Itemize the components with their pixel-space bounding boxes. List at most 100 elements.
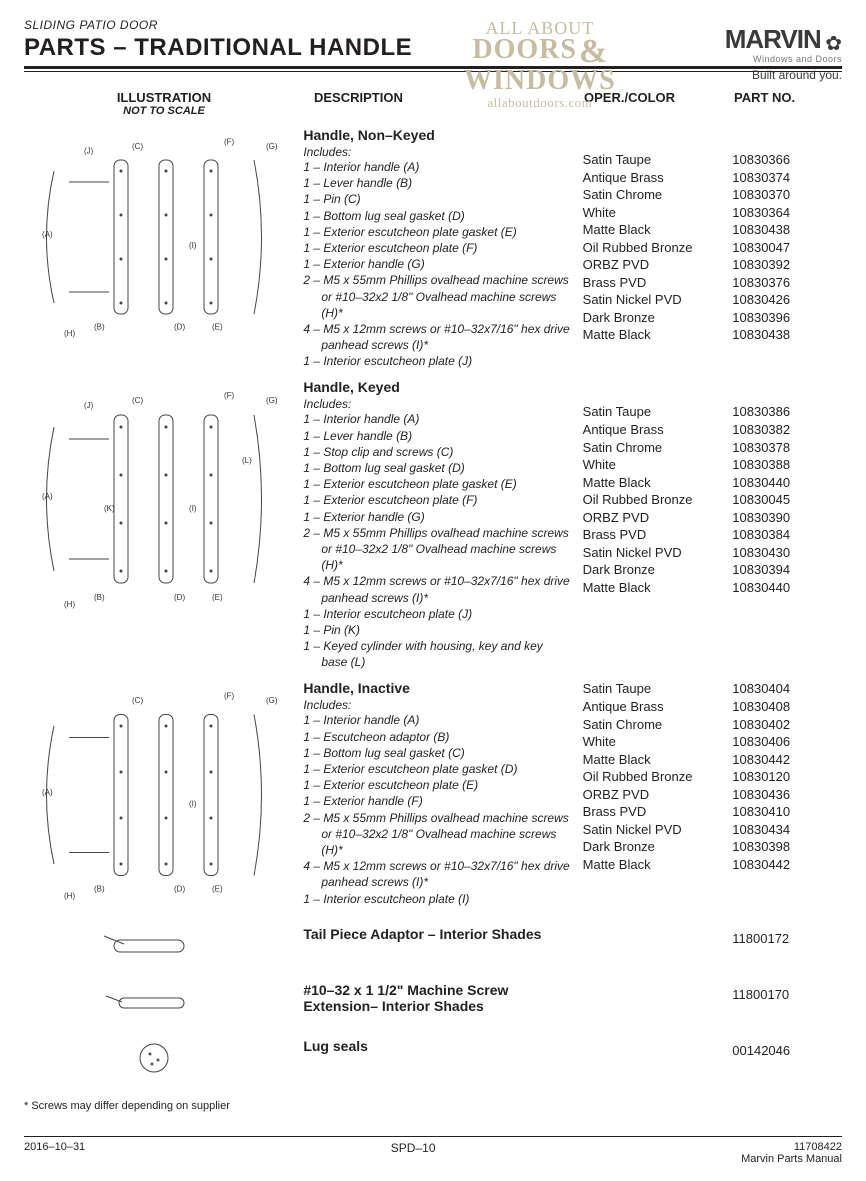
part-number: 10830386 (732, 403, 842, 421)
description-column: Lug seals (303, 1038, 582, 1078)
includes-item: 2 – M5 x 55mm Phillips ovalhead machine … (303, 810, 570, 859)
svg-text:(K): (K) (104, 504, 115, 513)
footer-manual: Marvin Parts Manual (741, 1153, 842, 1165)
oper-value: Satin Nickel PVD (583, 291, 733, 309)
footnote: * Screws may differ depending on supplie… (24, 1100, 842, 1112)
includes-item: 1 – Bottom lug seal gasket (D) (303, 460, 570, 476)
illustration-diagram: (A)(B)(C)(D)(E)(F)(G)(H)(I) (24, 680, 284, 910)
includes-item: 2 – M5 x 55mm Phillips ovalhead machine … (303, 525, 570, 574)
includes-item: 1 – Keyed cylinder with housing, key and… (303, 638, 570, 670)
includes-item: 1 – Exterior escutcheon plate (F) (303, 492, 570, 508)
svg-text:(F): (F) (224, 138, 235, 147)
part-number: 10830436 (732, 786, 842, 804)
description-column: Tail Piece Adaptor – Interior Shades (303, 926, 582, 966)
footer-date: 2016–10–31 (24, 1141, 85, 1165)
part-number: 10830402 (732, 716, 842, 734)
section-title: Tail Piece Adaptor – Interior Shades (303, 926, 570, 942)
section-subtitle: Includes: (303, 698, 570, 712)
part-number: 11800172 (732, 930, 842, 948)
part-number: 10830404 (732, 680, 842, 698)
section-title: Handle, Inactive (303, 680, 570, 696)
illustration-diagram (24, 982, 284, 1022)
part-column: 00142046 (732, 1038, 842, 1078)
part-number: 10830440 (732, 579, 842, 597)
doc-line: SLIDING PATIO DOOR (24, 18, 842, 32)
illustration-diagram (24, 926, 284, 966)
illustration-column (24, 1038, 303, 1078)
includes-item: 4 – M5 x 12mm screws or #10–32x7/16" hex… (303, 858, 570, 890)
includes-item: 1 – Interior escutcheon plate (I) (303, 891, 570, 907)
part-number: 10830408 (732, 698, 842, 716)
brand-flower-icon: ✿ (825, 31, 842, 56)
svg-text:(C): (C) (132, 142, 143, 151)
oper-value: Brass PVD (583, 274, 733, 292)
svg-text:(E): (E) (212, 885, 223, 894)
svg-text:(L): (L) (242, 456, 252, 465)
description-column: #10–32 x 1 1/2" Machine Screw Extension–… (303, 982, 582, 1022)
includes-item: 1 – Exterior handle (G) (303, 256, 570, 272)
part-number: 10830366 (732, 151, 842, 169)
oper-column (583, 1038, 733, 1078)
svg-text:(I): (I) (189, 800, 197, 809)
part-number: 10830406 (732, 733, 842, 751)
part-column: 11800170 (732, 982, 842, 1022)
parts-section: (A)(B)(C)(D)(E)(F)(G)(H)(I)Handle, Inact… (24, 680, 842, 910)
svg-text:(G): (G) (266, 696, 278, 705)
watermark-line3: WINDOWS (464, 68, 616, 93)
includes-item: 1 – Exterior escutcheon plate gasket (E) (303, 224, 570, 240)
oper-value: Oil Rubbed Bronze (583, 768, 733, 786)
part-number: 10830390 (732, 509, 842, 527)
oper-column (583, 926, 733, 966)
oper-column (583, 982, 733, 1022)
oper-value: Matte Black (583, 474, 733, 492)
section-title: Handle, Non–Keyed (303, 127, 570, 143)
oper-value: Antique Brass (583, 421, 733, 439)
part-number: 10830410 (732, 803, 842, 821)
simple-section: Tail Piece Adaptor – Interior Shades 1180… (24, 926, 842, 966)
brand-block: MARVIN ✿ Windows and Doors Built around … (725, 24, 842, 82)
oper-value: ORBZ PVD (583, 509, 733, 527)
svg-text:(B): (B) (94, 322, 105, 331)
diagram-svg: (A)(B)(C)(D)(E)(F)(G)(H)(I)(J) (24, 127, 284, 347)
oper-value: White (583, 733, 733, 751)
illustration-diagram: (A)(B)(C)(D)(E)(F)(G)(H)(I)(J)(K)(L) (24, 379, 284, 619)
includes-item: 1 – Interior handle (A) (303, 159, 570, 175)
includes-item: 4 – M5 x 12mm screws or #10–32x7/16" hex… (303, 321, 570, 353)
part-number: 11800170 (732, 986, 842, 1004)
includes-item: 1 – Exterior escutcheon plate gasket (E) (303, 476, 570, 492)
includes-list: 1 – Interior handle (A)1 – Lever handle … (303, 411, 570, 670)
page-title: PARTS – TRADITIONAL HANDLE (24, 34, 842, 62)
includes-item: 1 – Lever handle (B) (303, 428, 570, 444)
part-number: 10830364 (732, 204, 842, 222)
part-number: 10830438 (732, 326, 842, 344)
part-number: 10830426 (732, 291, 842, 309)
oper-value: Satin Taupe (583, 403, 733, 421)
part-number: 10830370 (732, 186, 842, 204)
simple-sections-host: Tail Piece Adaptor – Interior Shades 1180… (24, 926, 842, 1078)
illustration-column: (A)(B)(C)(D)(E)(F)(G)(H)(I)(J)(K)(L) (24, 379, 303, 670)
col-part: PART NO. (734, 90, 834, 117)
simple-section: #10–32 x 1 1/2" Machine Screw Extension–… (24, 982, 842, 1022)
svg-text:(J): (J) (84, 401, 94, 410)
oper-value: Oil Rubbed Bronze (583, 239, 733, 257)
brand-tagline: Built around you. (725, 68, 842, 82)
part-number: 10830382 (732, 421, 842, 439)
includes-item: 1 – Exterior escutcheon plate gasket (D) (303, 761, 570, 777)
svg-text:(H): (H) (64, 892, 75, 901)
oper-value: Satin Taupe (583, 680, 733, 698)
svg-text:(I): (I) (189, 241, 197, 250)
svg-text:(B): (B) (94, 593, 105, 602)
part-column: 1083040410830408108304021083040610830442… (732, 680, 842, 910)
footer-page: SPD–10 (391, 1141, 436, 1165)
part-number: 10830376 (732, 274, 842, 292)
oper-value: Satin Nickel PVD (583, 821, 733, 839)
part-number: 10830442 (732, 751, 842, 769)
part-number: 10830392 (732, 256, 842, 274)
svg-text:(E): (E) (212, 322, 223, 331)
svg-text:(H): (H) (64, 329, 75, 338)
footer-doc: 11708422 (741, 1141, 842, 1153)
svg-text:(D): (D) (174, 885, 185, 894)
oper-value: Matte Black (583, 221, 733, 239)
includes-item: 1 – Stop clip and screws (C) (303, 444, 570, 460)
oper-value: Oil Rubbed Bronze (583, 491, 733, 509)
